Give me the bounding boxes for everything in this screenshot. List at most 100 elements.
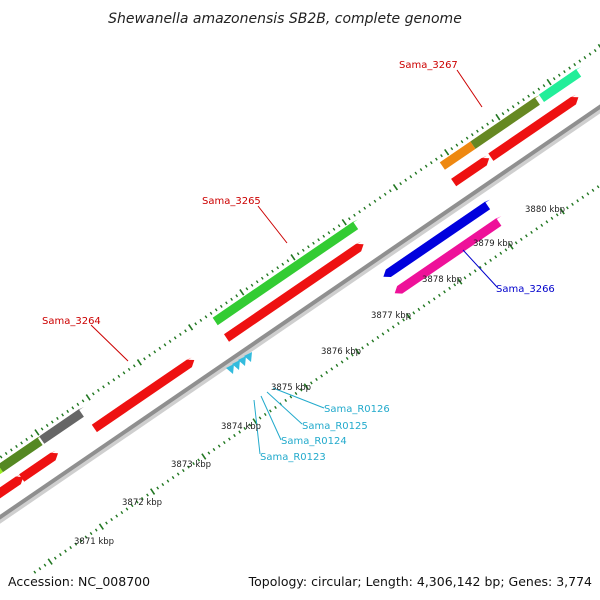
- tick-mark: [552, 77, 556, 81]
- tick-mark: [429, 161, 433, 165]
- tick-mark: [527, 94, 530, 98]
- tick-mark: [127, 367, 131, 371]
- tick-mark: [312, 241, 315, 245]
- tick-mark: [56, 416, 59, 420]
- tick-mark: [473, 269, 477, 273]
- gene-block-red[interactable]: [488, 94, 579, 161]
- gene-block-red[interactable]: [0, 474, 24, 516]
- leader-sama-r0124: [260, 395, 282, 441]
- label-sama-3265[interactable]: Sama_3265: [202, 196, 261, 207]
- gene-block-red[interactable]: [19, 450, 59, 482]
- gene-block-pink[interactable]: [394, 216, 502, 294]
- gene-block-red[interactable]: [91, 357, 195, 433]
- tick-mark: [156, 486, 160, 490]
- tick-mark: [230, 297, 233, 301]
- tick-mark: [107, 381, 111, 385]
- tick-mark: [91, 392, 95, 396]
- gene-block-gray[interactable]: [39, 407, 84, 444]
- tick-mark: [443, 290, 446, 294]
- tick-mark: [399, 182, 402, 186]
- label-sama-3264[interactable]: Sama_3264: [42, 316, 101, 327]
- tick-mark: [422, 304, 426, 308]
- tick-mark: [358, 210, 361, 214]
- gene-block-red[interactable]: [451, 155, 490, 187]
- tick-mark: [593, 49, 597, 53]
- label-sama-r0125[interactable]: Sama_R0125: [302, 421, 368, 432]
- tick-mark: [69, 546, 72, 550]
- tick-mark: [299, 388, 303, 392]
- tick-mark: [320, 374, 323, 378]
- tick-mark: [517, 101, 520, 105]
- tick-mark: [376, 335, 380, 339]
- rna-arrow-r0126[interactable]: [244, 352, 252, 362]
- leader-sama-r0123: [253, 399, 261, 455]
- rna-arrow-r0123[interactable]: [226, 364, 234, 374]
- backbone-shadow: [0, 106, 600, 524]
- tick-mark: [354, 348, 361, 355]
- tick-mark: [296, 252, 300, 256]
- tick-mark: [545, 220, 549, 224]
- label-sama-3267[interactable]: Sama_3267: [399, 60, 458, 71]
- label-sama-r0126[interactable]: Sama_R0126: [324, 404, 390, 415]
- tick-mark: [187, 465, 190, 469]
- tick-mark: [40, 427, 44, 431]
- label-sama-r0124[interactable]: Sama_R0124: [281, 436, 347, 447]
- tick-mark: [98, 523, 104, 530]
- gene-block-red[interactable]: [224, 241, 364, 342]
- tick-mark: [33, 570, 37, 574]
- tick-mark: [537, 87, 541, 91]
- gene-block-olive[interactable]: [0, 435, 43, 473]
- kbp-label: 3878 kbp: [422, 275, 462, 285]
- leader-lines: [90, 69, 498, 455]
- tick-mark: [163, 343, 167, 347]
- tick-mark: [235, 294, 239, 298]
- tick-mark: [85, 394, 91, 401]
- tick-mark: [158, 346, 162, 350]
- tick-mark: [460, 140, 464, 144]
- rna-arrow-r0124[interactable]: [232, 360, 240, 370]
- tick-mark: [453, 283, 457, 287]
- tick-mark: [269, 409, 272, 413]
- tick-mark: [519, 237, 523, 241]
- tick-mark: [0, 455, 3, 459]
- tick-mark: [15, 444, 18, 448]
- tick-mark: [197, 458, 201, 462]
- tick-mark: [366, 342, 370, 346]
- gene-block-green[interactable]: [212, 219, 359, 326]
- tick-mark: [266, 273, 269, 277]
- tick-mark: [555, 213, 559, 217]
- tick-mark: [59, 553, 62, 557]
- tick-mark: [188, 324, 194, 331]
- gene-block-blue[interactable]: [383, 199, 491, 277]
- tick-mark: [381, 332, 385, 336]
- tick-mark: [110, 518, 113, 522]
- rna-arrow-r0125[interactable]: [238, 356, 246, 366]
- tick-mark: [438, 293, 441, 297]
- tick-mark: [440, 154, 443, 158]
- genome-summary-text: Topology: circular; Length: 4,306,142 bp…: [248, 574, 592, 589]
- tick-mark: [327, 231, 331, 235]
- tick-mark: [207, 451, 211, 455]
- tick-mark: [30, 434, 34, 438]
- tick-mark: [209, 311, 213, 315]
- tick-mark: [258, 416, 262, 420]
- gene-block-orange[interactable]: [439, 139, 476, 170]
- gene-block-olive[interactable]: [470, 95, 540, 149]
- tick-mark: [176, 472, 180, 476]
- tick-mark: [228, 437, 231, 441]
- tick-mark: [494, 255, 498, 259]
- tick-mark: [173, 336, 177, 340]
- label-sama-3266[interactable]: Sama_3266: [496, 284, 555, 295]
- tick-mark: [588, 52, 592, 56]
- tick-marks: [0, 43, 600, 574]
- gene-block-mint[interactable]: [538, 66, 582, 102]
- tick-mark: [450, 147, 454, 151]
- tick-mark: [457, 278, 463, 285]
- tick-mark: [217, 444, 221, 448]
- tick-mark: [501, 112, 505, 116]
- label-sama-r0123[interactable]: Sama_R0123: [260, 452, 326, 463]
- tick-mark: [219, 304, 223, 308]
- tick-mark: [486, 122, 489, 126]
- tick-mark: [419, 168, 423, 172]
- tick-mark: [84, 535, 88, 539]
